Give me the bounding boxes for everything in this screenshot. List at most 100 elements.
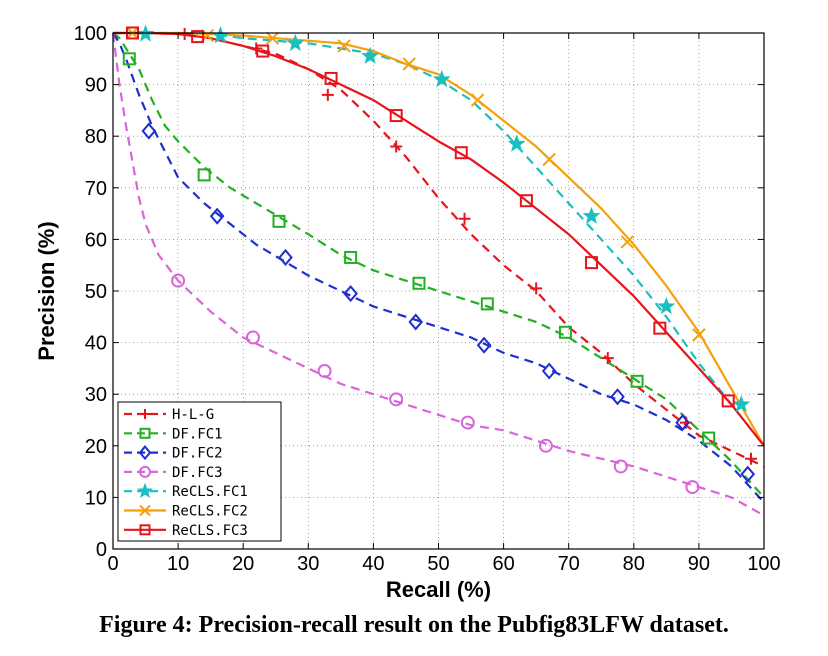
data-point-marker	[538, 438, 553, 453]
y-tick-label: 40	[85, 333, 107, 355]
pr-chart: 0 10 20 30 40 50 60 70 80 90 100 0 10 20 30 40 50 60 70 80 9…	[34, 23, 781, 602]
data-point-marker	[138, 445, 152, 461]
y-tick-label: 80	[85, 126, 107, 148]
data-point-marker	[317, 363, 332, 378]
data-point-marker	[337, 39, 351, 53]
data-point-marker	[675, 414, 690, 432]
y-tick-label: 30	[85, 384, 107, 406]
legend-label: DF.FC3	[172, 465, 223, 481]
x-tick-label: 100	[747, 553, 780, 575]
data-point-marker	[139, 504, 151, 517]
x-tick-label: 40	[362, 553, 384, 575]
data-point-marker	[610, 388, 625, 406]
data-point-marker	[197, 168, 211, 182]
data-point-marker	[256, 44, 270, 58]
axis-ticks: 0 10 20 30 40 50 60 70 80 90 100 0 10 20 30 40 50 60 70 80 9…	[74, 23, 781, 575]
data-point-marker	[721, 394, 735, 408]
data-point-marker	[630, 374, 644, 388]
data-point-marker	[136, 482, 154, 499]
data-point-marker	[470, 93, 485, 107]
series-line-recls-fc1	[113, 31, 765, 447]
data-point-marker	[542, 152, 556, 167]
data-point-marker	[613, 459, 628, 474]
data-point-marker	[265, 31, 280, 45]
data-point-marker	[454, 146, 468, 160]
series-line-recls-fc2	[113, 31, 765, 447]
data-point-marker	[389, 109, 403, 123]
legend-label: ReCLS.FC2	[172, 504, 248, 520]
x-tick-label: 30	[297, 553, 319, 575]
data-point-marker	[702, 431, 716, 445]
legend-box	[117, 401, 282, 542]
y-tick-label: 60	[85, 229, 107, 251]
data-point-marker	[209, 207, 225, 225]
data-point-marker	[286, 33, 305, 51]
data-point-marker	[507, 134, 526, 152]
data-point-marker	[558, 325, 572, 339]
data-point-marker	[408, 313, 424, 331]
y-tick-label: 0	[96, 539, 107, 561]
data-point-marker	[250, 42, 263, 55]
data-point-marker	[343, 285, 358, 303]
data-point-marker	[139, 524, 151, 536]
y-axis-label: Precision (%)	[34, 221, 59, 360]
y-tick-label: 50	[85, 281, 107, 303]
data-point-marker	[122, 52, 136, 66]
data-point-marker	[139, 465, 151, 478]
data-point-marker	[657, 297, 676, 315]
data-point-marker	[344, 250, 358, 264]
data-point-marker	[278, 248, 293, 266]
data-point-marker	[389, 392, 404, 407]
y-tick-label: 20	[85, 436, 107, 458]
data-point-marker	[402, 57, 416, 71]
data-point-marker	[744, 452, 757, 465]
data-point-marker	[541, 362, 557, 380]
series-line-df-fc1	[112, 32, 765, 499]
data-point-marker	[480, 297, 494, 311]
data-point-marker	[653, 321, 667, 335]
data-point-marker	[191, 30, 205, 44]
data-point-marker	[432, 70, 451, 88]
data-point-marker	[321, 88, 334, 101]
data-point-marker	[685, 480, 700, 495]
figure-caption: Figure 4: Precision-recall result on the…	[99, 612, 729, 638]
data-point-marker	[582, 206, 601, 224]
legend-label: ReCLS.FC3	[172, 523, 248, 539]
x-tick-label: 10	[167, 553, 189, 575]
data-point-marker	[519, 194, 533, 208]
series-line-recls-fc3	[113, 31, 765, 447]
data-point-marker	[139, 427, 151, 439]
data-point-marker	[530, 282, 543, 295]
data-point-marker	[476, 336, 492, 354]
data-point-marker	[324, 71, 338, 85]
data-point-marker	[361, 46, 380, 64]
data-point-marker	[584, 256, 598, 270]
legend-label: H-L-G	[172, 407, 214, 423]
series-line-df-fc3	[111, 32, 765, 517]
legend-label: ReCLS.FC1	[172, 484, 248, 500]
x-axis-label: Recall (%)	[386, 577, 491, 602]
data-point-marker	[412, 276, 426, 290]
x-tick-label: 70	[558, 553, 580, 575]
data-point-marker	[460, 415, 475, 430]
legend-label: DF.FC2	[172, 446, 223, 462]
x-tick-label: 0	[107, 553, 118, 575]
data-point-marker	[692, 328, 706, 342]
data-point-marker	[620, 235, 634, 249]
x-tick-label: 80	[623, 553, 645, 575]
y-tick-label: 10	[85, 487, 107, 509]
data-point-marker	[732, 395, 751, 413]
data-point-marker	[141, 122, 157, 140]
x-tick-label: 50	[427, 553, 449, 575]
legend-label: DF.FC1	[172, 426, 223, 442]
x-tick-label: 90	[688, 553, 710, 575]
data-point-marker	[178, 28, 191, 41]
series-markers	[122, 24, 757, 495]
data-point-marker	[390, 140, 403, 153]
data-point-marker	[140, 409, 150, 419]
x-tick-label: 60	[492, 553, 514, 575]
data-point-marker	[272, 214, 286, 228]
data-point-marker	[458, 212, 471, 225]
data-point-marker	[245, 330, 260, 345]
data-point-marker	[171, 273, 186, 288]
